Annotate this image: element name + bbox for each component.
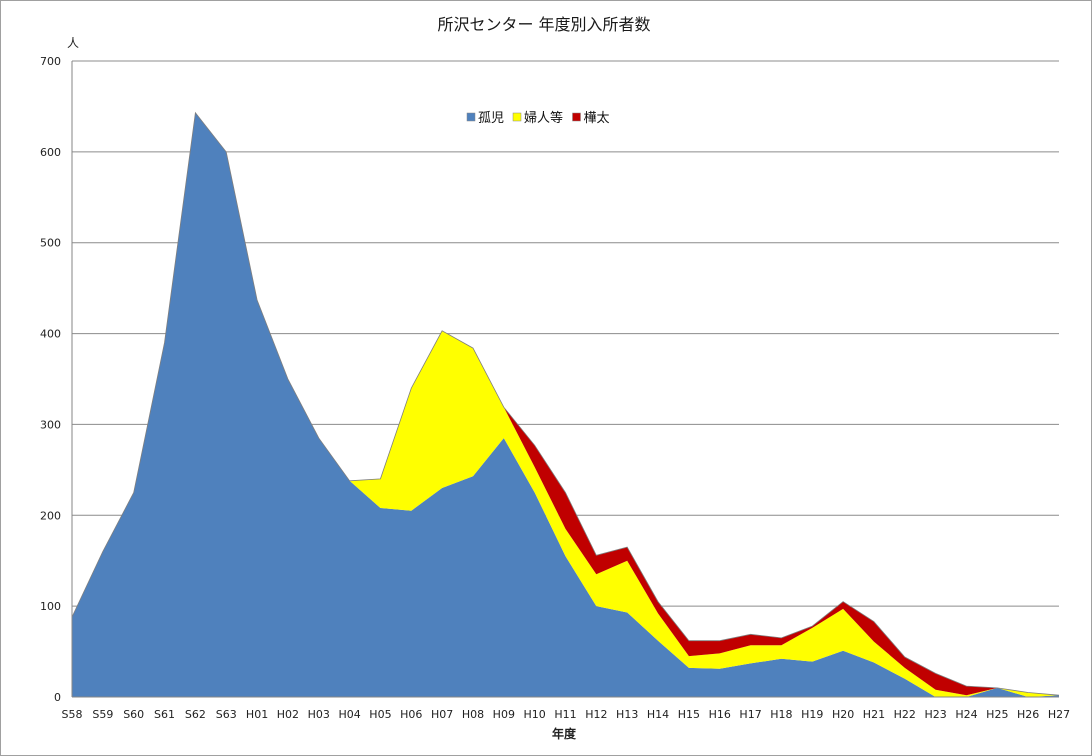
x-axis-ticks: S58 S59 S60 S61 S62 S63 H01 H02 H03 H04 H05 H06 H07 H… [62,708,1071,721]
x-tick-label: S61 [154,708,175,721]
axes [71,61,1059,698]
x-tick-label: H17 [739,708,761,721]
area-series-孤児 [72,112,1059,698]
x-tick-label: H12 [585,708,607,721]
x-tick-label: H01 [246,708,268,721]
x-tick-label: H15 [678,708,700,721]
x-tick-label: H26 [1017,708,1039,721]
x-tick-label: H24 [955,708,977,721]
legend-swatch [512,112,522,122]
legend-swatch [466,112,476,122]
x-tick-label: H22 [894,708,916,721]
legend-label: 婦人等 [524,110,563,126]
area-series [71,111,1060,698]
x-tick-label: H04 [338,708,360,721]
legend-label: 孤児 [478,111,504,126]
y-tick-label: 200 [40,509,61,522]
y-tick-label: 500 [40,237,61,250]
x-tick-label: H21 [863,708,885,721]
y-axis-unit: 人 [67,36,79,50]
area-total-outline [71,111,1060,696]
x-tick-label: H27 [1048,708,1070,721]
x-tick-label: H20 [832,708,854,721]
x-tick-label: H23 [924,708,946,721]
y-tick-label: 700 [40,55,61,68]
x-tick-label: S58 [62,708,83,721]
x-tick-label: H10 [524,708,546,721]
x-tick-label: H18 [770,708,792,721]
x-tick-label: H02 [277,708,299,721]
y-tick-label: 100 [40,600,61,613]
x-tick-label: H06 [400,708,422,721]
x-tick-label: S63 [216,708,237,721]
x-tick-label: H19 [801,708,823,721]
x-tick-label: S60 [123,708,144,721]
y-tick-label: 300 [40,418,61,431]
x-tick-label: H09 [493,708,515,721]
x-tick-label: H03 [308,708,330,721]
legend-label: 樺太 [584,111,610,126]
legend: 孤児 婦人等 樺太 [466,110,610,126]
x-tick-label: H14 [647,708,669,721]
x-tick-label: H08 [462,708,484,721]
y-tick-label: 600 [40,146,61,159]
x-axis-label: 年度 [552,726,577,741]
x-tick-label: H07 [431,708,453,721]
x-tick-label: H05 [369,708,391,721]
x-tick-label: S59 [92,708,113,721]
x-tick-label: H16 [709,708,731,721]
x-tick-label: H13 [616,708,638,721]
y-tick-label: 400 [40,328,61,341]
y-tick-label: 0 [54,691,61,704]
x-tick-label: H25 [986,708,1008,721]
x-tick-label: H11 [554,708,576,721]
chart-title: 所沢センター 年度別入所者数 [437,15,650,34]
y-axis-ticks: 0 100 200 300 400 500 600 700 [40,55,61,704]
legend-swatch [572,112,581,122]
x-tick-label: S62 [185,708,206,721]
